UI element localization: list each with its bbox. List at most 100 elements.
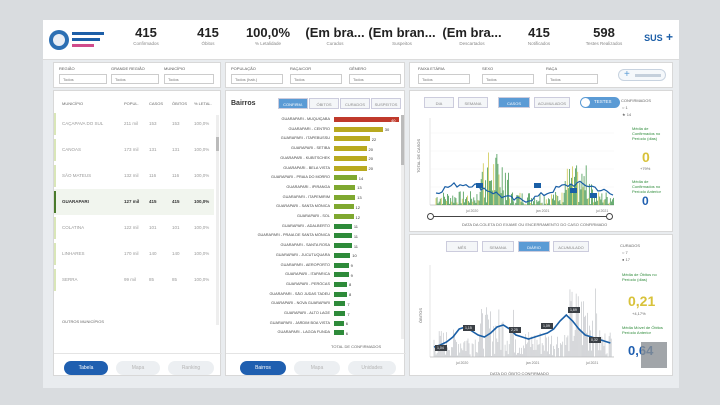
bairro-bar[interactable] bbox=[334, 252, 351, 258]
segment-dia[interactable]: DIA bbox=[424, 97, 454, 108]
filter-grande-regiao-select[interactable]: Todos bbox=[111, 74, 159, 84]
col-header-obitos[interactable]: ÓBITOS bbox=[172, 101, 188, 106]
bairro-bar[interactable] bbox=[334, 126, 383, 132]
bairro-label: GUARAPARI - BELA VISTA bbox=[283, 165, 330, 170]
bairro-bar[interactable] bbox=[334, 184, 356, 190]
filter-label-genero: GÊNERO bbox=[349, 66, 367, 71]
bairro-value: 13 bbox=[357, 185, 362, 191]
table-row[interactable]: CAÇAPAVA DO SUL 211 mil 153 153 100,0% bbox=[54, 111, 214, 137]
tab-mapa[interactable]: Mapa bbox=[116, 361, 160, 375]
segment-obitos[interactable]: ÓBITOS bbox=[309, 98, 339, 109]
table-row[interactable]: CANOAS 173 mil 131 131 100,0% bbox=[54, 137, 214, 163]
overlay-square bbox=[641, 342, 667, 368]
bairro-bar[interactable] bbox=[334, 194, 356, 200]
bottom-side-b-label: Média Móvel de Óbitos Período Anterior bbox=[622, 325, 663, 335]
tab-tabela[interactable]: Tabela bbox=[64, 361, 108, 375]
filter-regiao-select[interactable]: Todos bbox=[59, 74, 107, 84]
bairro-bar[interactable] bbox=[334, 291, 347, 297]
annotation-label: 1,69 bbox=[570, 308, 577, 312]
bairro-value: 13 bbox=[357, 195, 362, 201]
table-row-selected[interactable]: GUARAPARI 127 mil 415 415 100,0% bbox=[54, 189, 214, 215]
segment-semana[interactable]: SEMANA bbox=[458, 97, 488, 108]
annotation-box bbox=[568, 307, 580, 313]
bairro-bar[interactable] bbox=[334, 330, 344, 336]
bairro-value: 6 bbox=[345, 330, 348, 336]
segment-confirmados[interactable]: CONFIRM. bbox=[278, 98, 308, 109]
top-side-legend-2: ★ 14 bbox=[622, 112, 632, 117]
bairro-label: GUARAPARI - JUCUTUQUARA bbox=[275, 252, 330, 257]
bairros-title: Bairros bbox=[231, 100, 256, 107]
add-filter-button[interactable]: + bbox=[618, 69, 666, 81]
bairro-bar[interactable] bbox=[334, 281, 347, 287]
bairro-label: GUARAPARI - ITAPEBUSSU bbox=[280, 136, 330, 141]
col-header-municipio[interactable]: MUNICÍPIO bbox=[62, 101, 84, 106]
table-row[interactable]: SÃO MATEUS 132 mil 116 116 100,0% bbox=[54, 163, 214, 189]
segment-mes[interactable]: MÊS bbox=[446, 241, 478, 252]
table-row[interactable]: SERRA 99 mil 85 85 100,0% bbox=[54, 267, 214, 293]
table-scrollbar[interactable] bbox=[216, 115, 219, 325]
segment-curados[interactable]: CURADOS bbox=[340, 98, 370, 109]
bairro-label: GUARAPARI - CENTRO bbox=[288, 126, 331, 131]
filter-faixa-etaria-select[interactable]: Todos bbox=[418, 74, 470, 84]
bairro-value: 7 bbox=[347, 301, 350, 307]
dashboard-screen: 415 Confirmados 415 Óbitos 100,0%% Letalid… bbox=[43, 20, 679, 388]
bairro-bar[interactable] bbox=[334, 262, 349, 268]
bairro-bar[interactable] bbox=[334, 204, 354, 210]
annotation-marker bbox=[570, 188, 577, 193]
col-header-letalidade[interactable]: % LETAL. bbox=[194, 101, 212, 106]
plus-icon: + bbox=[624, 69, 630, 80]
table-row[interactable]: LINHARES 170 mil 140 140 100,0% bbox=[54, 241, 214, 267]
tab-bairros[interactable]: Bairros bbox=[240, 361, 286, 375]
top-side-b-value: 0 bbox=[642, 194, 649, 208]
bairro-bar[interactable] bbox=[334, 155, 367, 161]
segment-acumulado[interactable]: ACUMULADO bbox=[553, 241, 589, 252]
bairro-bar[interactable] bbox=[334, 311, 346, 316]
segment-semana-obitos[interactable]: SEMANA bbox=[482, 241, 514, 252]
bairro-bar[interactable] bbox=[334, 214, 354, 219]
bairro-value: 7 bbox=[347, 311, 350, 317]
annotation-box bbox=[463, 325, 475, 331]
bairro-bar[interactable] bbox=[334, 301, 346, 307]
bairro-label: GUARAPARI - IPIRANGA bbox=[286, 184, 330, 189]
bairros-scrollbar[interactable] bbox=[401, 115, 404, 339]
date-range-slider[interactable] bbox=[427, 213, 613, 220]
filter-raca-select[interactable]: Todos bbox=[290, 74, 342, 84]
annotation-label: 2,25 bbox=[511, 328, 518, 332]
bairro-bar[interactable] bbox=[334, 117, 399, 122]
tab-unidades[interactable]: Unidades bbox=[348, 361, 396, 375]
bottom-side-legend-2: ● 17 bbox=[622, 257, 630, 262]
filter-genero-select[interactable]: Todos bbox=[349, 74, 401, 84]
table-row[interactable]: COLATINA 122 mil 101 101 100,0% bbox=[54, 215, 214, 241]
tab-mapa-bairros[interactable]: Mapa bbox=[294, 361, 340, 375]
bairro-bar[interactable] bbox=[334, 223, 352, 229]
filter-sexo-select[interactable]: Todos bbox=[482, 74, 534, 84]
bairro-bar[interactable] bbox=[334, 243, 352, 249]
kpi-header: 415 Confirmados 415 Óbitos 100,0%% Letalid… bbox=[43, 20, 679, 60]
top-side-a-value: 0 bbox=[642, 149, 650, 165]
bairro-bar[interactable] bbox=[334, 233, 352, 239]
segment-suspeitos[interactable]: SUSPEITOS bbox=[371, 98, 401, 109]
bairro-bar[interactable] bbox=[334, 146, 367, 152]
filter-populacao-select[interactable]: Todos (hab.) bbox=[231, 74, 283, 84]
bairro-value: 30 bbox=[384, 127, 390, 133]
segment-acumulados[interactable]: ACUMULADOS bbox=[534, 97, 570, 108]
bairro-value: 12 bbox=[355, 204, 360, 210]
col-header-populacao[interactable]: POPUL. bbox=[124, 101, 139, 106]
bairro-bar[interactable] bbox=[334, 272, 349, 278]
kpi-descartados: (Em bra... Descartados bbox=[442, 25, 502, 46]
bairro-label: GUARAPARI - MUQUIÇABA bbox=[281, 117, 330, 121]
col-header-casos[interactable]: CASOS bbox=[149, 101, 164, 106]
trend-line bbox=[435, 180, 614, 203]
testes-toggle[interactable]: TESTES bbox=[580, 97, 620, 108]
bairro-bar[interactable] bbox=[334, 320, 344, 326]
segment-diario[interactable]: DIÁRIO bbox=[518, 241, 550, 252]
segment-casos[interactable]: CASOS bbox=[498, 97, 530, 108]
bairro-bar[interactable] bbox=[334, 175, 357, 181]
bairro-bar[interactable] bbox=[334, 165, 367, 171]
bairro-bar[interactable] bbox=[334, 136, 370, 142]
filter-raca-right-select[interactable]: Todos bbox=[546, 74, 598, 84]
bairro-label: GUARAPARI - PRAIA DO MORRO bbox=[271, 175, 330, 180]
tab-ranking[interactable]: Ranking bbox=[168, 361, 214, 375]
annotation-label: 1,09 bbox=[543, 324, 550, 328]
filter-municipio-select[interactable]: Todos bbox=[164, 74, 214, 84]
